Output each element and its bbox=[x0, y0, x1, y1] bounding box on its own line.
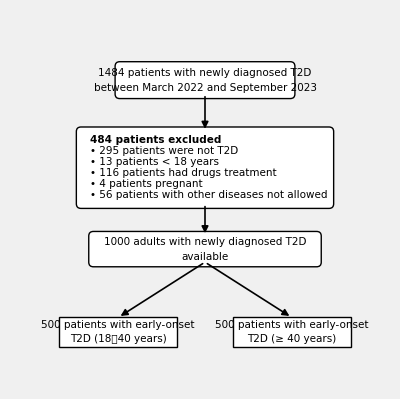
FancyBboxPatch shape bbox=[59, 318, 177, 347]
Text: 500 patients with early-onset
T2D (18～40 years): 500 patients with early-onset T2D (18～40… bbox=[42, 320, 195, 344]
Text: • 4 patients pregnant: • 4 patients pregnant bbox=[90, 180, 203, 190]
Text: • 56 patients with other diseases not allowed: • 56 patients with other diseases not al… bbox=[90, 190, 328, 200]
FancyBboxPatch shape bbox=[89, 231, 321, 267]
Text: • 116 patients had drugs treatment: • 116 patients had drugs treatment bbox=[90, 168, 277, 178]
FancyBboxPatch shape bbox=[233, 318, 351, 347]
Text: 500 patients with early-onset
T2D (≥ 40 years): 500 patients with early-onset T2D (≥ 40 … bbox=[215, 320, 368, 344]
FancyBboxPatch shape bbox=[76, 127, 334, 208]
Text: 484 patients excluded: 484 patients excluded bbox=[90, 135, 222, 145]
FancyBboxPatch shape bbox=[115, 62, 295, 99]
Text: • 295 patients were not T2D: • 295 patients were not T2D bbox=[90, 146, 238, 156]
Text: 1484 patients with newly diagnosed T2D
between March 2022 and September 2023: 1484 patients with newly diagnosed T2D b… bbox=[94, 68, 316, 93]
Text: • 13 patients < 18 years: • 13 patients < 18 years bbox=[90, 157, 219, 167]
Text: 1000 adults with newly diagnosed T2D
available: 1000 adults with newly diagnosed T2D ava… bbox=[104, 237, 306, 261]
